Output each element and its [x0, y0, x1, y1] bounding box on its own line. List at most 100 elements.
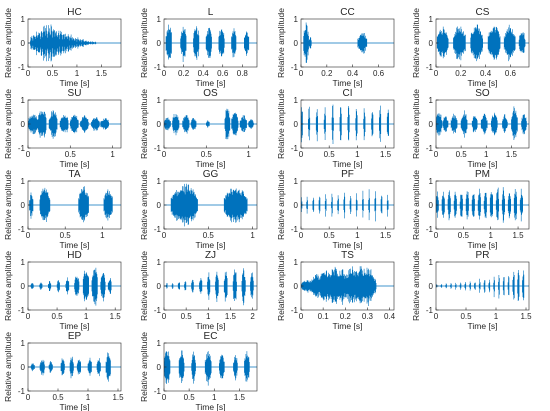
x-tick-label: 1 [355, 231, 360, 240]
subplot-title: TA [68, 169, 80, 180]
x-axis-label: Time [s] [196, 240, 226, 250]
subplot-title: PM [475, 169, 490, 180]
waveform-series [436, 106, 529, 140]
x-tick-label: 0.6 [505, 69, 517, 78]
y-tick-label: -1 [18, 306, 26, 315]
y-tick-label: -1 [154, 63, 162, 72]
x-tick-label: 1 [494, 312, 499, 321]
y-axis-label: Relative amplitude [276, 251, 286, 321]
x-axis-label: Time [s] [468, 240, 498, 250]
x-tick-label: 0.2 [321, 69, 333, 78]
y-tick-label: 1 [294, 258, 299, 267]
y-tick-label: 1 [429, 177, 434, 186]
y-tick-label: 0 [21, 363, 26, 372]
y-tick-label: 0 [157, 39, 162, 48]
x-axis-label: Time [s] [196, 402, 226, 411]
x-tick-label: 0.2 [455, 69, 467, 78]
waveform-series [436, 187, 529, 223]
y-tick-label: 1 [429, 96, 434, 105]
y-tick-label: 1 [294, 15, 299, 24]
x-tick-label: 0.2 [178, 69, 190, 78]
y-tick-label: 1 [21, 177, 26, 186]
y-tick-label: 1 [157, 96, 162, 105]
subplot-title: SU [68, 88, 82, 99]
x-tick-label: 0.2 [340, 312, 352, 321]
x-tick-label: 0.8 [237, 69, 249, 78]
x-tick-label: 1.5 [512, 231, 524, 240]
waveform-bursts [164, 108, 254, 140]
waveform-series [164, 268, 257, 306]
x-axis-label: Time [s] [333, 159, 363, 169]
x-axis-label: Time [s] [333, 321, 363, 331]
waveform-bursts [165, 268, 254, 306]
subplot-title: GG [203, 169, 219, 180]
x-tick-label: 1 [250, 231, 255, 240]
x-tick-label: 0.5 [52, 393, 64, 402]
x-axis-label: Time [s] [60, 240, 90, 250]
x-tick-label: 1.5 [380, 231, 392, 240]
waveform-bursts [29, 186, 113, 223]
waveform-bursts [30, 267, 112, 306]
x-tick-label: 1 [86, 393, 91, 402]
y-tick-label: 0 [157, 363, 162, 372]
x-tick-label: 0 [434, 231, 439, 240]
subplot-title: HD [67, 250, 81, 261]
x-axis-label: Time [s] [60, 159, 90, 169]
x-tick-label: 0.5 [181, 312, 193, 321]
x-tick-label: 0.5 [60, 231, 72, 240]
waveform-bursts [301, 189, 389, 222]
x-tick-label: 1.5 [234, 393, 246, 402]
y-axis-label: Relative amplitude [276, 170, 286, 240]
y-tick-label: 1 [429, 258, 434, 267]
x-tick-label: 1 [212, 393, 217, 402]
subplot-title: CC [340, 7, 354, 18]
x-tick-label: 0 [26, 393, 31, 402]
x-tick-label: 1 [484, 150, 489, 159]
waveform-bursts [30, 24, 97, 62]
y-tick-label: 1 [294, 177, 299, 186]
x-axis-label: Time [s] [60, 321, 90, 331]
x-tick-label: 0.6 [373, 69, 385, 78]
y-tick-label: -1 [291, 306, 299, 315]
y-axis-label: Relative amplitude [139, 8, 149, 78]
waveform-bursts [436, 106, 527, 140]
subplot-title: CI [343, 88, 353, 99]
y-tick-label: 1 [157, 15, 162, 24]
x-tick-label: 0 [162, 231, 167, 240]
subplot-title: OS [203, 88, 218, 99]
subplot-title: PR [476, 250, 490, 261]
y-tick-label: -1 [291, 144, 299, 153]
waveform-bursts [301, 104, 389, 144]
y-tick-label: -1 [426, 144, 434, 153]
x-tick-label: 1 [246, 150, 251, 159]
x-axis-label: Time [s] [196, 321, 226, 331]
waveform-bursts [164, 350, 250, 386]
x-tick-label: 0.1 [318, 312, 330, 321]
y-tick-label: 0 [429, 120, 434, 129]
y-tick-label: 1 [21, 15, 26, 24]
x-tick-label: 1 [206, 312, 211, 321]
x-axis-label: Time [s] [60, 78, 90, 88]
y-tick-label: -1 [426, 63, 434, 72]
subplot-title: L [208, 7, 214, 18]
x-tick-label: 0 [162, 312, 167, 321]
y-axis-label: Relative amplitude [139, 251, 149, 321]
waveform-series [436, 270, 529, 301]
y-axis-label: Relative amplitude [3, 8, 13, 78]
y-axis-label: Relative amplitude [276, 89, 286, 159]
y-axis-label: Relative amplitude [411, 8, 421, 78]
y-tick-label: 0 [294, 282, 299, 291]
x-tick-label: 0.6 [217, 69, 229, 78]
y-tick-label: 0 [429, 39, 434, 48]
x-tick-label: 0.4 [347, 69, 359, 78]
subplot-title: HC [67, 7, 81, 18]
y-tick-label: -1 [291, 63, 299, 72]
waveform-bursts [436, 187, 523, 223]
